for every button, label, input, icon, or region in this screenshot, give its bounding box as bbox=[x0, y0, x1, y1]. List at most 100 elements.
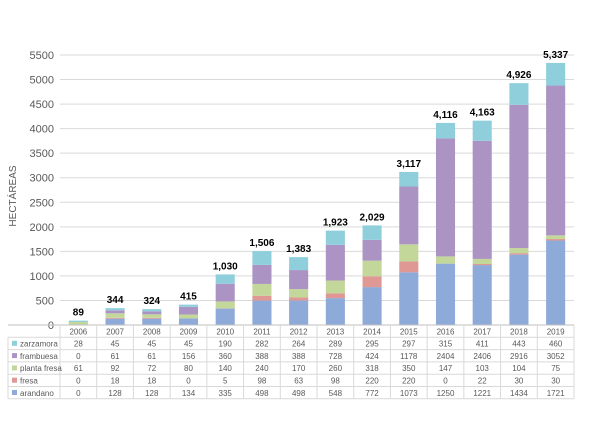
bar-segment-frambuesa bbox=[289, 270, 308, 289]
bar-segment-zarzamora bbox=[106, 308, 125, 310]
table-cell: 548 bbox=[329, 389, 343, 398]
bar-segment-zarzamora bbox=[326, 231, 345, 245]
total-label: 415 bbox=[180, 292, 197, 303]
bar-segment-fresa bbox=[289, 297, 308, 300]
y-tick-label: 3500 bbox=[30, 148, 54, 160]
table-cell: 147 bbox=[439, 364, 453, 373]
x-tick-label: 2016 bbox=[437, 327, 455, 336]
bar-segment-zarzamora bbox=[69, 321, 88, 322]
bar-segment-arandano bbox=[473, 265, 492, 325]
table-cell: 45 bbox=[184, 340, 193, 349]
table-cell: 61 bbox=[74, 364, 83, 373]
bar-segment-arandano bbox=[436, 264, 455, 325]
bar-segment-arandano bbox=[289, 301, 308, 325]
table-cell: 297 bbox=[402, 340, 416, 349]
bar-segment-planta-fresa bbox=[326, 281, 345, 294]
y-tick-label: 500 bbox=[36, 295, 54, 307]
x-tick-label: 2006 bbox=[69, 327, 87, 336]
x-tick-label: 2010 bbox=[216, 327, 234, 336]
y-tick-label: 5500 bbox=[30, 50, 54, 62]
bar-segment-frambuesa bbox=[179, 307, 198, 315]
bar-segment-planta-fresa bbox=[436, 256, 455, 263]
bar-segment-arandano bbox=[252, 301, 271, 325]
legend-swatch bbox=[12, 378, 17, 383]
table-cell: 2404 bbox=[437, 352, 455, 361]
bar-segment-frambuesa bbox=[216, 284, 235, 302]
table-cell: 318 bbox=[365, 364, 379, 373]
legend-swatch bbox=[12, 341, 17, 346]
bars bbox=[69, 63, 565, 325]
table-cell: 1434 bbox=[510, 389, 528, 398]
table-cell: 289 bbox=[329, 340, 343, 349]
bar-segment-zarzamora bbox=[179, 305, 198, 307]
bar-segment-arandano bbox=[363, 287, 382, 325]
table-cell: 2916 bbox=[510, 352, 528, 361]
table-cell: 3052 bbox=[547, 352, 565, 361]
bar-segment-frambuesa bbox=[252, 265, 271, 284]
bar-segment-frambuesa bbox=[509, 105, 528, 248]
table-cell: 5 bbox=[223, 377, 228, 386]
table-cell: 772 bbox=[365, 389, 379, 398]
y-tick-label: 4500 bbox=[30, 99, 54, 111]
table-cell: 18 bbox=[111, 377, 120, 386]
table-cell: 98 bbox=[331, 377, 340, 386]
table-cell: 411 bbox=[476, 340, 489, 349]
table-cell: 240 bbox=[255, 364, 269, 373]
table-cell: 128 bbox=[108, 389, 122, 398]
table-cell: 80 bbox=[184, 364, 193, 373]
table-cell: 92 bbox=[111, 364, 120, 373]
table-cell: 335 bbox=[219, 389, 233, 398]
table-cell: 140 bbox=[219, 364, 233, 373]
table-cell: 104 bbox=[512, 364, 526, 373]
x-tick-label: 2007 bbox=[106, 327, 124, 336]
bar-segment-fresa bbox=[509, 253, 528, 254]
bar-segment-zarzamora bbox=[142, 309, 161, 311]
table-cell: 22 bbox=[478, 377, 487, 386]
legend-swatch bbox=[12, 390, 17, 395]
table-cell: 498 bbox=[255, 389, 269, 398]
table-cell: 315 bbox=[439, 340, 453, 349]
table-cell: 1178 bbox=[400, 352, 418, 361]
bar-segment-fresa bbox=[473, 264, 492, 265]
bar-segment-zarzamora bbox=[509, 83, 528, 105]
legend-entry: arandano bbox=[20, 389, 54, 398]
bar-segment-fresa bbox=[399, 262, 418, 273]
table-cell: 1721 bbox=[547, 389, 565, 398]
total-label: 1,030 bbox=[213, 261, 238, 272]
y-axis-label: HECTÁREAS bbox=[6, 165, 19, 226]
table-cell: 18 bbox=[147, 377, 156, 386]
table-cell: 220 bbox=[402, 377, 416, 386]
table-cell: 1073 bbox=[400, 389, 418, 398]
x-tick-label: 2018 bbox=[510, 327, 528, 336]
bar-segment-zarzamora bbox=[216, 274, 235, 283]
y-tick-label: 5000 bbox=[30, 75, 54, 87]
table-cell: 134 bbox=[182, 389, 196, 398]
x-tick-label: 2011 bbox=[253, 327, 271, 336]
table-cell: 0 bbox=[186, 377, 191, 386]
table-cell: 28 bbox=[74, 340, 83, 349]
table-cell: 98 bbox=[257, 377, 266, 386]
bar-segment-arandano bbox=[179, 318, 198, 325]
table-cell: 30 bbox=[551, 377, 560, 386]
bar-segment-arandano bbox=[142, 319, 161, 325]
x-tick-label: 2019 bbox=[547, 327, 565, 336]
bar-segment-frambuesa bbox=[142, 311, 161, 314]
bar-segment-zarzamora bbox=[546, 63, 565, 86]
bar-segment-fresa bbox=[142, 318, 161, 319]
bar-segment-zarzamora bbox=[436, 123, 455, 138]
bar-segment-planta-fresa bbox=[546, 235, 565, 239]
table-cell: 190 bbox=[219, 340, 233, 349]
table-cell: 128 bbox=[145, 389, 159, 398]
bar-segment-planta-fresa bbox=[473, 259, 492, 264]
x-tick-label: 2008 bbox=[143, 327, 161, 336]
bar-segment-planta-fresa bbox=[106, 313, 125, 318]
y-tick-label: 3000 bbox=[30, 173, 54, 185]
table-cell: 443 bbox=[512, 340, 526, 349]
total-label: 324 bbox=[143, 296, 160, 307]
x-tick-label: 2015 bbox=[400, 327, 418, 336]
total-label: 89 bbox=[73, 308, 85, 319]
table-cell: 498 bbox=[292, 389, 306, 398]
total-label: 3,117 bbox=[397, 159, 422, 170]
